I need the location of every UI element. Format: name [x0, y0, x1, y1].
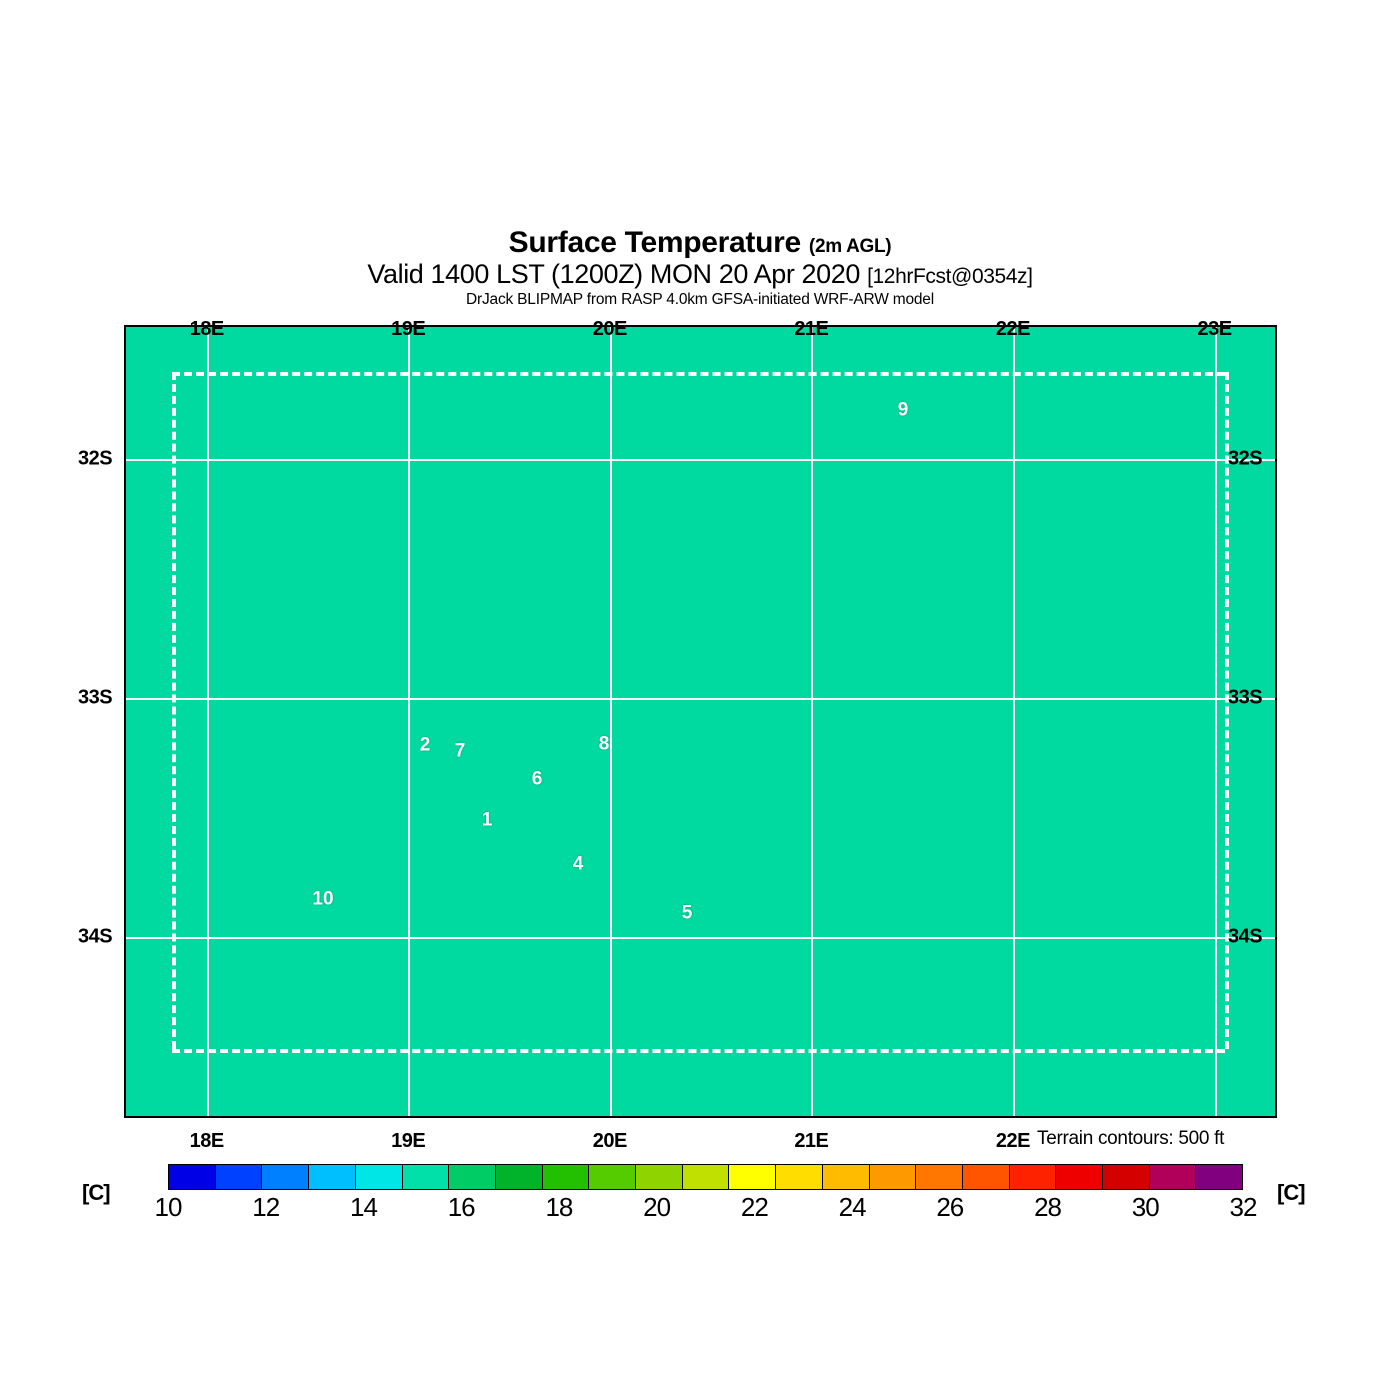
domain-boundary-right — [1224, 372, 1229, 1050]
gridline-meridian — [1012, 327, 1015, 1116]
colorbar-swatch — [355, 1165, 403, 1189]
colorbar-swatch — [215, 1165, 263, 1189]
gridline-parallel — [126, 936, 1275, 939]
colorbar-swatch — [729, 1165, 777, 1189]
colorbar-swatch — [1196, 1165, 1243, 1189]
title-block: Surface Temperature (2m AGL) Valid 1400 … — [0, 228, 1400, 309]
colorbar-swatch — [822, 1165, 870, 1189]
map-frame[interactable]: 9 2 7 8 6 1 4 10 5 — [124, 325, 1277, 1118]
colorbar-swatch — [916, 1165, 963, 1189]
colorbar-swatch — [1056, 1165, 1104, 1189]
gridline-meridian — [408, 327, 411, 1116]
colorbar-swatch — [449, 1165, 496, 1189]
lon-tick-label-18e: 18E — [189, 318, 225, 340]
lon-tick-label-23e: 23E — [1197, 318, 1232, 340]
colorbar-tick: 32 — [1229, 1192, 1258, 1222]
colorbar-swatch — [776, 1165, 823, 1189]
lon-tick-label-22e: 22E — [995, 1130, 1031, 1152]
gridline-parallel — [126, 697, 1275, 700]
domain-boundary-left — [172, 372, 177, 1050]
gridline-meridian — [206, 327, 209, 1116]
colorbar-swatch — [869, 1165, 917, 1189]
colorbar-swatch — [962, 1165, 1010, 1189]
lon-tick-label-22e: 22E — [995, 318, 1031, 340]
domain-boundary-bottom — [172, 1049, 1225, 1054]
lon-tick-label-18e: 18E — [189, 1130, 225, 1152]
station-marker-10[interactable]: 10 — [312, 888, 334, 910]
station-marker-4[interactable]: 4 — [572, 853, 584, 875]
colorbar-unit-right: [C] — [1277, 1180, 1306, 1205]
colorbar-swatch — [169, 1165, 216, 1189]
colorbar-tick: 26 — [936, 1192, 964, 1222]
station-marker-2[interactable]: 2 — [419, 734, 431, 756]
station-marker-9[interactable]: 9 — [897, 399, 909, 421]
colorbar-tick: 12 — [252, 1192, 280, 1222]
terrain-contour-note: Terrain contours: 500 ft — [1037, 1128, 1225, 1149]
colorbar-swatch — [402, 1165, 450, 1189]
colorbar-swatch — [1103, 1165, 1150, 1189]
lon-tick-label-20e: 20E — [592, 318, 628, 340]
colorbar-tick: 14 — [349, 1192, 378, 1222]
colorbar-swatch — [262, 1165, 310, 1189]
gridline-parallel — [126, 458, 1275, 461]
station-marker-6[interactable]: 6 — [531, 768, 543, 790]
colorbar-tick: 30 — [1131, 1192, 1160, 1222]
colorbar-tick: 24 — [838, 1192, 867, 1222]
lon-tick-label-21e: 21E — [794, 1130, 829, 1152]
lat-tick-label-right-33s: 33S — [1228, 686, 1263, 709]
colorbar-swatch — [495, 1165, 543, 1189]
temperature-colorbar[interactable] — [168, 1164, 1243, 1190]
colorbar-tick: 16 — [447, 1192, 476, 1222]
station-marker-8[interactable]: 8 — [598, 733, 610, 755]
lat-tick-label-right-32s: 32S — [1228, 447, 1263, 469]
lon-tick-label-21e: 21E — [794, 318, 829, 340]
lat-tick-label-left-34s: 34S — [78, 925, 113, 948]
gridline-meridian — [811, 327, 814, 1116]
domain-boundary-top — [172, 372, 1225, 377]
colorbar-swatch — [1009, 1165, 1057, 1189]
lon-tick-label-19e: 19E — [391, 318, 426, 340]
colorbar-tick: 28 — [1034, 1192, 1062, 1222]
colorbar-swatch — [636, 1165, 683, 1189]
title-main-text: Surface Temperature — [508, 226, 802, 259]
colorbar-swatch — [542, 1165, 590, 1189]
page-title: Surface Temperature (2m AGL) — [0, 228, 1400, 258]
lat-tick-label-right-34s: 34S — [1228, 925, 1263, 948]
colorbar-swatch — [1149, 1165, 1197, 1189]
colorbar-tick: 22 — [740, 1192, 769, 1222]
lat-tick-label-left-32s: 32S — [78, 447, 113, 469]
colorbar-tick: 20 — [643, 1192, 671, 1222]
colorbar-swatch — [309, 1165, 356, 1189]
station-marker-7[interactable]: 7 — [454, 740, 466, 762]
colorbar-swatch — [682, 1165, 730, 1189]
station-marker-5[interactable]: 5 — [681, 902, 693, 924]
temperature-field-canvas — [126, 327, 1275, 1116]
title-level-text: (2m AGL) — [808, 236, 892, 257]
forecast-hour-text: [12hrFcst@0354z] — [867, 265, 1033, 288]
gridline-meridian — [1214, 327, 1217, 1116]
gridline-meridian — [609, 327, 612, 1116]
station-marker-1[interactable]: 1 — [481, 809, 493, 831]
lon-tick-label-19e: 19E — [391, 1130, 426, 1152]
lat-tick-label-left-33s: 33S — [78, 686, 113, 709]
model-attribution: DrJack BLIPMAP from RASP 4.0km GFSA-init… — [466, 291, 934, 309]
lon-tick-label-20e: 20E — [592, 1130, 628, 1152]
valid-time-line: Valid 1400 LST (1200Z) MON 20 Apr 2020 [… — [0, 260, 1400, 288]
colorbar-tick: 10 — [154, 1192, 183, 1222]
colorbar-unit-left: [C] — [82, 1180, 111, 1205]
valid-time-text: Valid 1400 LST (1200Z) MON 20 Apr 2020 — [367, 259, 860, 289]
colorbar-tick: 18 — [545, 1192, 573, 1222]
colorbar-swatch — [589, 1165, 637, 1189]
